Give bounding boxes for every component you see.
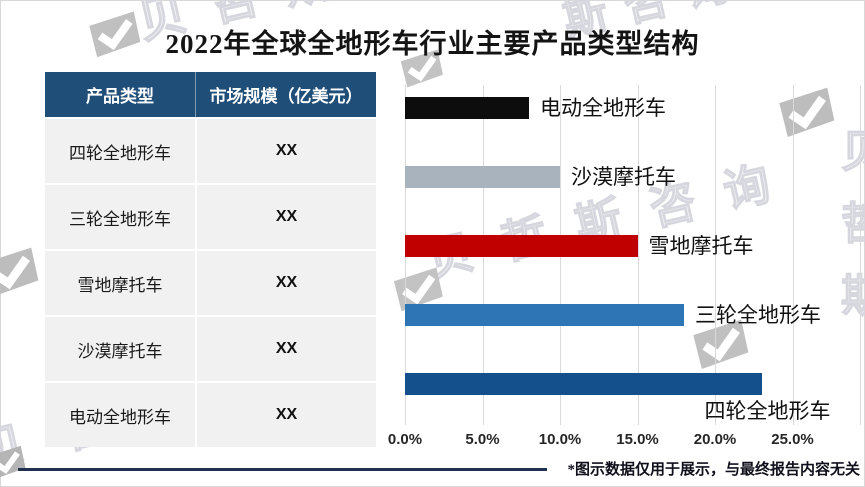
bar-label: 四轮全地形车 — [704, 399, 831, 423]
table-cell-type: 沙漠摩托车 — [45, 317, 197, 381]
x-axis-tick: 5.0% — [465, 431, 500, 448]
table-cell-type: 电动全地形车 — [45, 383, 197, 447]
table-row: 雪地摩托车 XX — [45, 249, 376, 315]
table-cell-value: XX — [275, 340, 298, 357]
bar — [405, 373, 762, 395]
gridline — [715, 85, 716, 425]
table-cell-value: XX — [275, 208, 298, 225]
bar-row: 沙漠摩托车 — [405, 165, 861, 189]
bar — [405, 304, 684, 326]
x-axis-tick: 15.0% — [616, 431, 659, 448]
table-row: 沙漠摩托车 XX — [45, 315, 376, 381]
bar-row: 三轮全地形车 — [405, 303, 861, 327]
table-header-market-size: 市场规模（亿美元） — [209, 87, 363, 106]
bar-row: 电动全地形车 — [405, 96, 861, 120]
bar-row: 雪地摩托车 — [405, 234, 861, 258]
table-header-product-type: 产品类型 — [45, 72, 196, 117]
bar-label: 雪地摩托车 — [648, 234, 754, 258]
page-title: 2022年全球全地形车行业主要产品类型结构 — [165, 29, 700, 59]
table-cell-type: 四轮全地形车 — [45, 119, 197, 183]
gridline — [792, 85, 794, 425]
x-axis-tick: 0.0% — [387, 431, 423, 448]
bar-label: 电动全地形车 — [540, 96, 666, 120]
x-axis-tick: 10.0% — [538, 431, 582, 448]
product-table: 产品类型 市场规模（亿美元） 四轮全地形车 XX 三轮全地形车 XX 雪地摩托车… — [45, 72, 376, 447]
table-cell-value: XX — [275, 406, 298, 423]
table-cell-value: XX — [275, 274, 298, 291]
bar-chart: 电动全地形车 沙漠摩托车 雪地摩托车 三轮全地形车 四轮全地形车 0.0% 5.… — [388, 85, 861, 448]
gridline — [637, 85, 639, 425]
footnote: *图示数据仅用于展示，与最终报告内容无关 — [567, 462, 860, 478]
x-axis-tick: 20.0% — [693, 431, 737, 448]
table-row: 三轮全地形车 XX — [45, 183, 376, 249]
table-cell-type: 雪地摩托车 — [45, 251, 197, 315]
table-row: 四轮全地形车 XX — [45, 117, 376, 183]
bar — [405, 235, 638, 257]
x-axis-tick: 25.0% — [771, 431, 814, 448]
bar — [405, 97, 529, 119]
table-cell-value: XX — [275, 142, 298, 159]
bar — [405, 166, 560, 188]
bar-label: 沙漠摩托车 — [571, 165, 676, 189]
bar-row: 四轮全地形车 — [405, 373, 861, 423]
table-cell-type: 三轮全地形车 — [45, 185, 197, 249]
watermark-logo-icon — [0, 443, 30, 483]
gridline — [860, 85, 861, 425]
table-header-row: 产品类型 市场规模（亿美元） — [45, 72, 376, 117]
watermark-logo-icon — [0, 244, 45, 302]
bar-label: 三轮全地形车 — [695, 303, 821, 327]
divider-line — [18, 468, 547, 471]
table-row: 电动全地形车 XX — [45, 381, 376, 447]
